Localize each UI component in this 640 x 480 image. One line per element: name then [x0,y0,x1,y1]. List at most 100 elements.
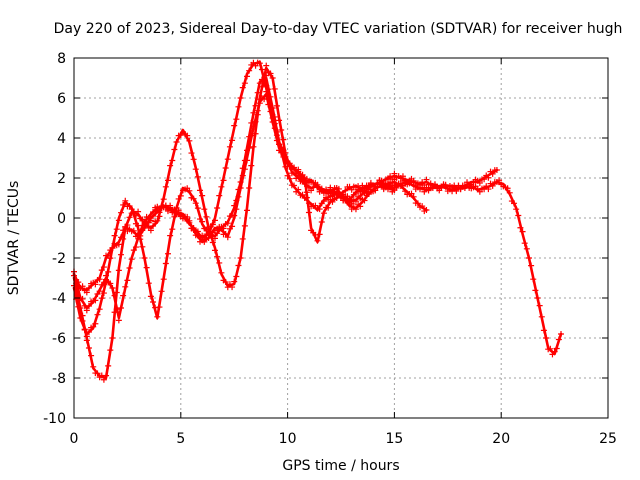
data-point-marker [199,192,206,199]
data-point-marker [214,205,221,211]
data-point-marker [250,143,257,150]
data-point-marker [496,177,503,184]
data-point-marker [94,370,101,377]
data-point-marker [237,185,244,191]
data-point-marker [103,372,110,379]
data-point-marker [320,198,327,205]
data-point-marker [305,209,312,216]
data-point-marker [252,130,259,137]
data-point-marker [109,335,116,341]
data-point-marker [167,202,174,209]
data-point-marker [252,62,259,69]
data-point-marker [278,127,285,133]
data-point-marker [124,222,131,229]
data-point-marker [75,303,82,310]
data-point-marker [98,295,105,302]
data-point-marker [167,162,174,169]
data-point-marker [139,216,146,223]
data-point-marker [143,264,150,271]
data-point-marker [171,213,178,220]
data-point-marker [173,139,180,145]
data-point-marker [532,287,539,294]
data-point-marker [224,220,231,227]
data-point-marker [248,119,255,126]
data-point-marker [525,255,532,261]
data-point-marker [244,207,251,214]
data-point-marker [410,193,417,200]
data-point-marker [124,277,131,284]
data-point-marker [100,376,107,383]
data-point-marker [211,235,218,242]
data-point-marker [235,193,242,200]
data-point-marker [130,210,137,217]
data-point-marker [154,217,161,224]
data-point-marker [164,250,171,257]
data-point-marker [485,174,492,181]
x-axis-label: GPS time / hours [282,458,399,474]
data-point-marker [241,166,248,173]
data-point-marker [126,203,133,209]
data-point-marker [280,151,287,158]
data-point-marker [291,165,298,172]
data-point-marker [551,348,558,355]
data-point-marker [94,311,101,318]
data-point-marker [263,62,270,69]
data-point-marker [167,232,174,239]
data-point-marker [241,222,248,229]
data-point-marker [267,93,274,100]
data-point-marker [115,217,122,224]
data-point-marker [209,239,216,246]
data-point-marker [455,182,462,189]
data-point-marker [147,227,154,234]
data-point-marker [316,231,323,238]
data-point-marker [79,317,86,324]
data-point-marker [254,89,261,96]
data-point-marker [137,232,144,239]
data-point-marker [414,200,421,207]
data-point-marker [229,223,236,230]
data-point-marker [233,206,240,213]
data-point-marker [156,209,163,216]
data-point-marker [256,100,263,107]
data-point-marker [295,186,302,193]
y-tick-label: 2 [57,171,66,187]
data-point-marker [252,118,259,125]
data-point-marker [372,187,379,194]
data-point-marker [442,183,449,190]
chart-title: Day 220 of 2023, Sidereal Day-to-day VTE… [54,21,623,37]
data-point-marker [558,331,565,337]
data-point-marker [246,67,253,74]
data-point-marker [171,146,178,153]
data-point-marker [162,260,169,267]
data-point-marker [88,352,95,359]
data-point-marker [184,132,191,139]
data-point-marker [263,72,270,79]
data-point-marker [239,235,246,242]
data-point-marker [519,228,526,235]
data-point-marker [156,304,163,311]
data-point-marker [107,347,114,354]
data-point-marker [229,284,236,291]
data-point-marker [269,75,276,81]
data-point-marker [145,280,152,287]
data-point-marker [184,213,191,220]
data-point-marker [222,279,229,285]
data-point-marker [107,255,114,262]
data-point-marker [504,185,511,192]
data-point-marker [83,307,90,314]
data-point-marker [286,163,293,169]
data-point-marker [164,206,171,213]
data-point-marker [348,186,355,193]
data-point-marker [192,166,199,173]
data-point-marker [523,245,530,252]
data-point-marker [534,295,541,301]
data-point-marker [374,184,381,191]
data-point-marker [100,264,107,271]
data-point-marker [352,206,359,213]
data-point-marker [299,171,306,178]
y-tick-label: 0 [57,211,66,227]
data-point-marker [199,218,206,225]
data-point-marker [513,206,520,213]
data-point-marker [263,88,270,95]
data-point-marker [85,303,92,309]
